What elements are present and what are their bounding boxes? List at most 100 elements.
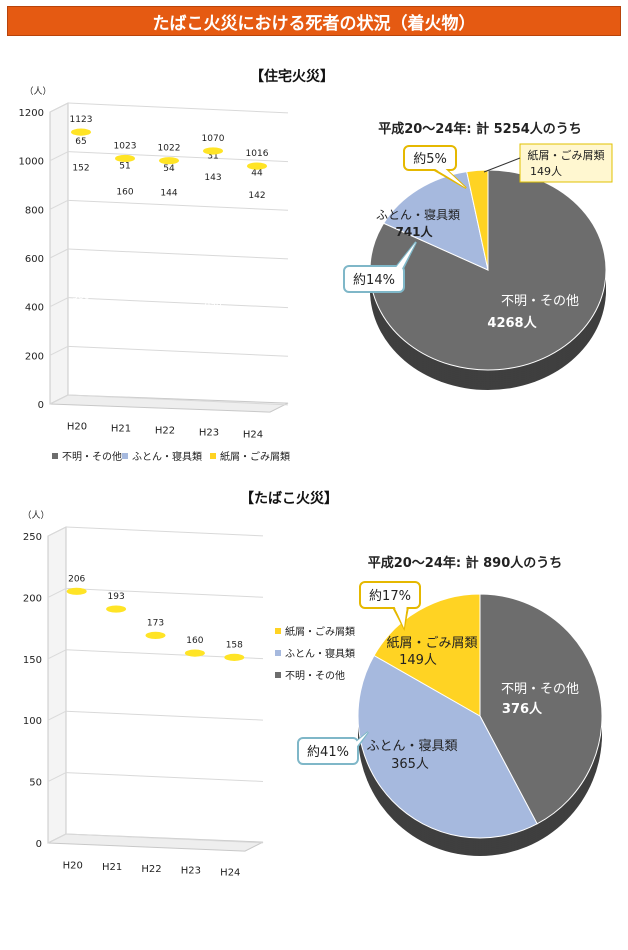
res-pie-slice — [382, 171, 489, 271]
tob-slice-value-1: 365人 — [391, 757, 429, 772]
res-y-tick: 1200 — [19, 108, 44, 119]
res-slice-value-1: 741人 — [395, 224, 433, 239]
res-slice-name-1: ふとん・寝具類 — [376, 207, 460, 222]
res-total-label: 1016 — [246, 149, 269, 159]
res-segment-label: 51 — [119, 162, 130, 172]
tob-bar-segment — [185, 771, 205, 850]
tob-total-label: 173 — [147, 618, 164, 628]
tob-grid-side — [47, 587, 67, 598]
res-y-tick: 200 — [25, 351, 44, 362]
tob-legend-swatch — [275, 650, 281, 656]
tob-bar-segment — [224, 695, 244, 780]
res-bar-cap — [203, 147, 223, 155]
tob-bar-segment — [67, 747, 87, 844]
tob-slice-name-0: 不明・その他 — [501, 682, 579, 697]
tob-bar-segment — [146, 685, 166, 760]
res-gridline — [67, 394, 289, 406]
res-segment-label: 142 — [248, 191, 265, 201]
tob-legend-swatch — [275, 672, 281, 678]
res-segment-label: 812 — [116, 306, 133, 316]
res-bar-cap — [115, 154, 135, 163]
res-legend-label: 紙屑・ごみ屑類 — [220, 450, 290, 463]
tob-slice-value-0: 376人 — [502, 701, 543, 717]
res-gridline — [67, 248, 289, 260]
tob-c1-callout-box — [359, 581, 421, 609]
tobacco-section-title: 【たばこ火災】 — [240, 491, 338, 507]
tob-bar-cap — [145, 631, 166, 639]
res-segment-label: 31 — [207, 152, 218, 162]
tob-bar-segment — [146, 635, 166, 684]
res-segment-label: 906 — [72, 292, 89, 302]
tob-legend-swatch — [275, 628, 281, 634]
res-y-tick: 0 — [38, 400, 44, 411]
res-legend-swatch — [122, 453, 128, 459]
res-x-tick: H23 — [199, 427, 219, 438]
res-slice-value-2: 149人 — [530, 165, 562, 178]
tob-grid-side — [47, 833, 67, 844]
res-segment-label: 160 — [116, 187, 133, 197]
tob-c2-callout-label: 約41% — [307, 745, 349, 760]
tob-gridline — [65, 772, 264, 782]
tob-x-tick: H20 — [63, 860, 83, 871]
tob-grid-side — [47, 649, 67, 660]
res-x-tick: H22 — [155, 425, 175, 436]
tob-x-tick: H22 — [141, 864, 161, 875]
res-gridline — [67, 345, 289, 357]
tob-bar-segment — [67, 653, 87, 748]
res-slice-name-2: 紙屑・ごみ屑類 — [528, 148, 605, 162]
res-y-tick: 600 — [25, 254, 44, 265]
res-bar-cap — [71, 128, 91, 136]
tob-pie-slice — [373, 593, 481, 717]
res-c2-callout-label: 約14% — [353, 273, 395, 288]
res-y-tick: 400 — [25, 303, 44, 314]
tob-y-tick: 50 — [29, 778, 42, 789]
tob-side-wall — [47, 526, 67, 844]
tob-y-tick: 100 — [23, 716, 42, 727]
res-paper-label-box — [519, 143, 613, 183]
res-gridline — [67, 297, 289, 309]
res-grid-side — [49, 394, 69, 405]
residential-section-title: 【住宅火災】 — [250, 69, 334, 85]
tob-pie-slice — [357, 654, 538, 839]
tob-bar-cap — [106, 605, 127, 613]
tob-bar-cap — [224, 653, 245, 661]
tob-bar-cap — [184, 649, 205, 657]
res-total-label: 1023 — [114, 141, 137, 151]
res-segment-label: 896 — [204, 299, 221, 309]
tob-y-tick: 200 — [23, 593, 42, 604]
res-total-label: 1022 — [158, 144, 181, 154]
res-slice-name-0: 不明・その他 — [501, 294, 579, 309]
res-segment-label: 824 — [160, 306, 177, 316]
tob-pie-title: 平成20～24年: 計 890人のうち — [368, 555, 563, 571]
res-x-tick: H24 — [243, 429, 263, 440]
tob-gridline — [65, 587, 264, 598]
res-pie-title: 平成20～24年: 計 5254人のうち — [378, 121, 582, 137]
res-c1-callout-box — [403, 145, 457, 171]
tob-bar-segment — [185, 653, 205, 678]
tob-total-label: 193 — [108, 592, 125, 602]
tob-total-label: 160 — [186, 636, 203, 646]
tob-grid-side — [47, 710, 67, 721]
res-segment-label: 44 — [251, 168, 263, 178]
tob-legend-label: 不明・その他 — [285, 669, 345, 682]
tob-floor — [47, 833, 264, 852]
tob-bar-segment — [146, 759, 166, 847]
res-paper-leader — [483, 157, 521, 173]
tob-grid-side — [47, 772, 67, 783]
res-x-tick: H21 — [111, 423, 131, 434]
res-y-tick: 800 — [25, 205, 44, 216]
tob-y-tick: 0 — [36, 839, 42, 850]
res-total-label: 1070 — [202, 134, 225, 144]
res-grid-side — [49, 248, 69, 259]
res-segment-label: 830 — [248, 309, 265, 319]
tob-legend-label: ふとん・寝具類 — [285, 647, 355, 660]
res-legend-swatch — [52, 453, 58, 459]
res-slice-value-0: 4268人 — [487, 315, 537, 331]
res-grid-side — [49, 199, 69, 210]
page-title: たばこ火災における死者の状況（着火物） — [152, 13, 476, 34]
tob-y-unit: （人） — [22, 510, 49, 521]
tob-bar-segment — [224, 657, 244, 695]
tob-y-tick: 150 — [23, 655, 42, 666]
res-gridline — [67, 151, 289, 163]
res-segment-label: 54 — [163, 164, 175, 174]
